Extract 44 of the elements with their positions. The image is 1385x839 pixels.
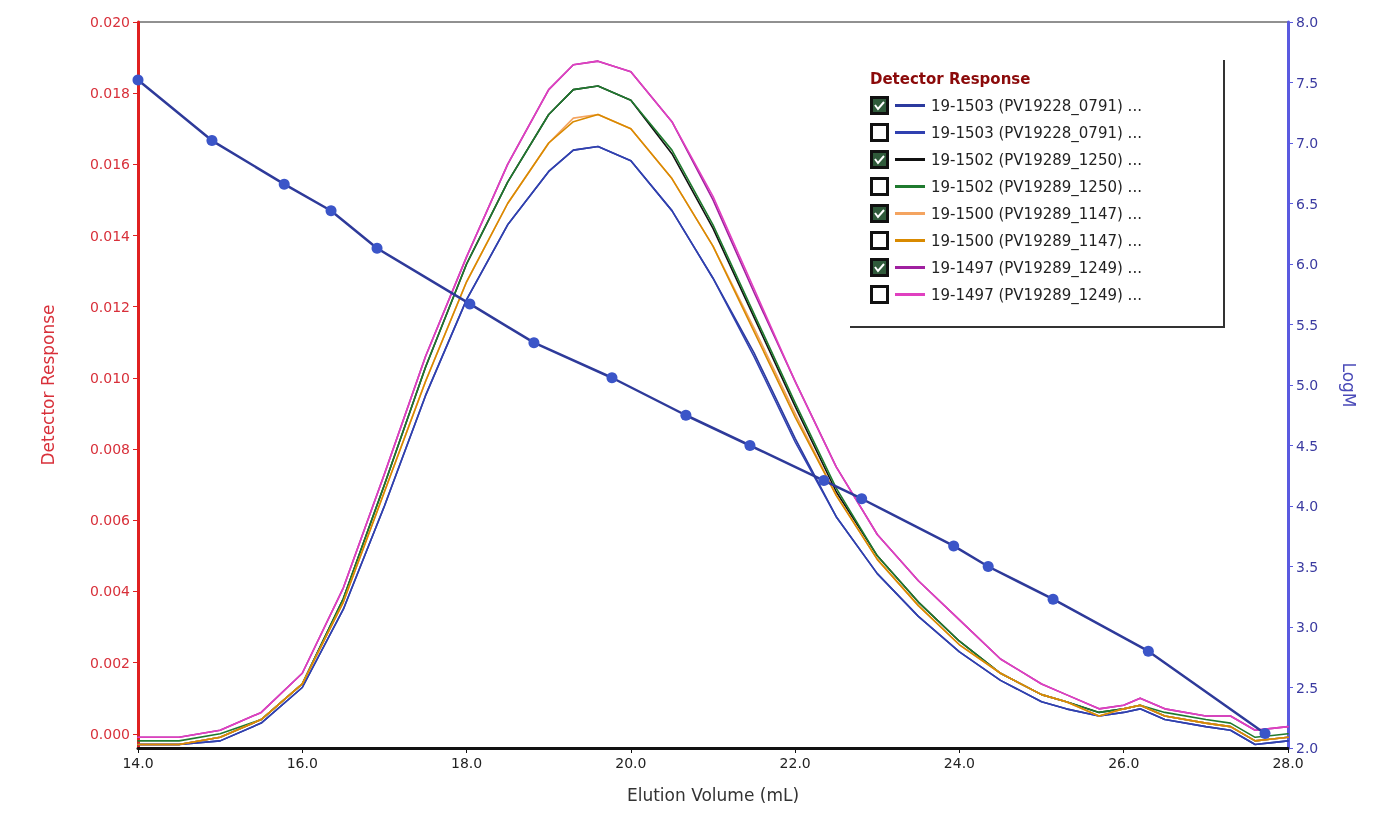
y2-tick-label: 4.0 xyxy=(1296,498,1319,514)
y2-tick-label: 5.0 xyxy=(1296,377,1319,393)
legend-label: 19-1502 (PV19289_1250) ... xyxy=(931,150,1142,169)
legend-label: 19-1503 (PV19228_0791) ... xyxy=(931,123,1142,142)
x-tick-label: 24.0 xyxy=(943,755,976,771)
y-tick-label: 0.018 xyxy=(89,85,130,102)
x-tick-label: 26.0 xyxy=(1108,755,1140,771)
x-tick-label: 20.0 xyxy=(615,755,647,771)
legend-label: 19-1502 (PV19289_1250) ... xyxy=(931,177,1142,196)
y-tick-label: 0.014 xyxy=(89,227,131,244)
y-tick-label: 0.012 xyxy=(89,298,130,315)
y2-tick-label: 5.5 xyxy=(1296,316,1319,333)
x-tick-label: 28.0 xyxy=(1272,755,1304,771)
y-tick-label: 0.000 xyxy=(89,725,130,742)
y2-tick-label: 3.0 xyxy=(1296,619,1319,635)
y-tick-label: 0.006 xyxy=(89,512,131,529)
legend-label: 19-1500 (PV19289_1147) ... xyxy=(931,231,1142,250)
y2-tick-label: 6.0 xyxy=(1296,256,1319,272)
x-axis-title: Elution Volume (mL) xyxy=(626,784,800,805)
y-axis-title: Detector Response xyxy=(37,304,58,466)
y2-tick-label: 8.0 xyxy=(1296,14,1319,30)
y-tick-label: 0.004 xyxy=(89,583,131,600)
y-tick-label: 0.016 xyxy=(89,156,131,173)
x-tick-label: 16.0 xyxy=(286,755,318,771)
legend-label: 19-1497 (PV19289_1249) ... xyxy=(931,258,1142,277)
x-tick-label: 22.0 xyxy=(779,755,811,771)
legend-label: 19-1503 (PV19228_0791) ... xyxy=(931,96,1142,115)
y2-tick-label: 7.5 xyxy=(1296,74,1319,91)
y2-tick-label: 2.5 xyxy=(1296,679,1319,696)
y-tick-label: 0.002 xyxy=(89,654,130,671)
y2-tick-label: 6.5 xyxy=(1296,195,1319,212)
y2-tick-label: 7.0 xyxy=(1296,135,1319,151)
y-tick-label: 0.020 xyxy=(89,14,130,30)
x-tick-label: 14.0 xyxy=(122,755,154,771)
y2-tick-label: 4.5 xyxy=(1296,437,1319,454)
y-tick-label: 0.010 xyxy=(89,369,130,386)
legend-title: Detector Response xyxy=(870,70,1032,88)
y2-tick-label: 2.0 xyxy=(1296,740,1319,756)
legend-label: 19-1497 (PV19289_1249) ... xyxy=(931,285,1142,304)
y2-tick-label: 3.5 xyxy=(1296,558,1319,575)
legend-label: 19-1500 (PV19289_1147) ... xyxy=(931,204,1142,223)
x-tick-label: 18.0 xyxy=(450,755,483,771)
y-tick-label: 0.008 xyxy=(89,441,130,458)
y2-axis-title: LogM xyxy=(1338,362,1359,408)
